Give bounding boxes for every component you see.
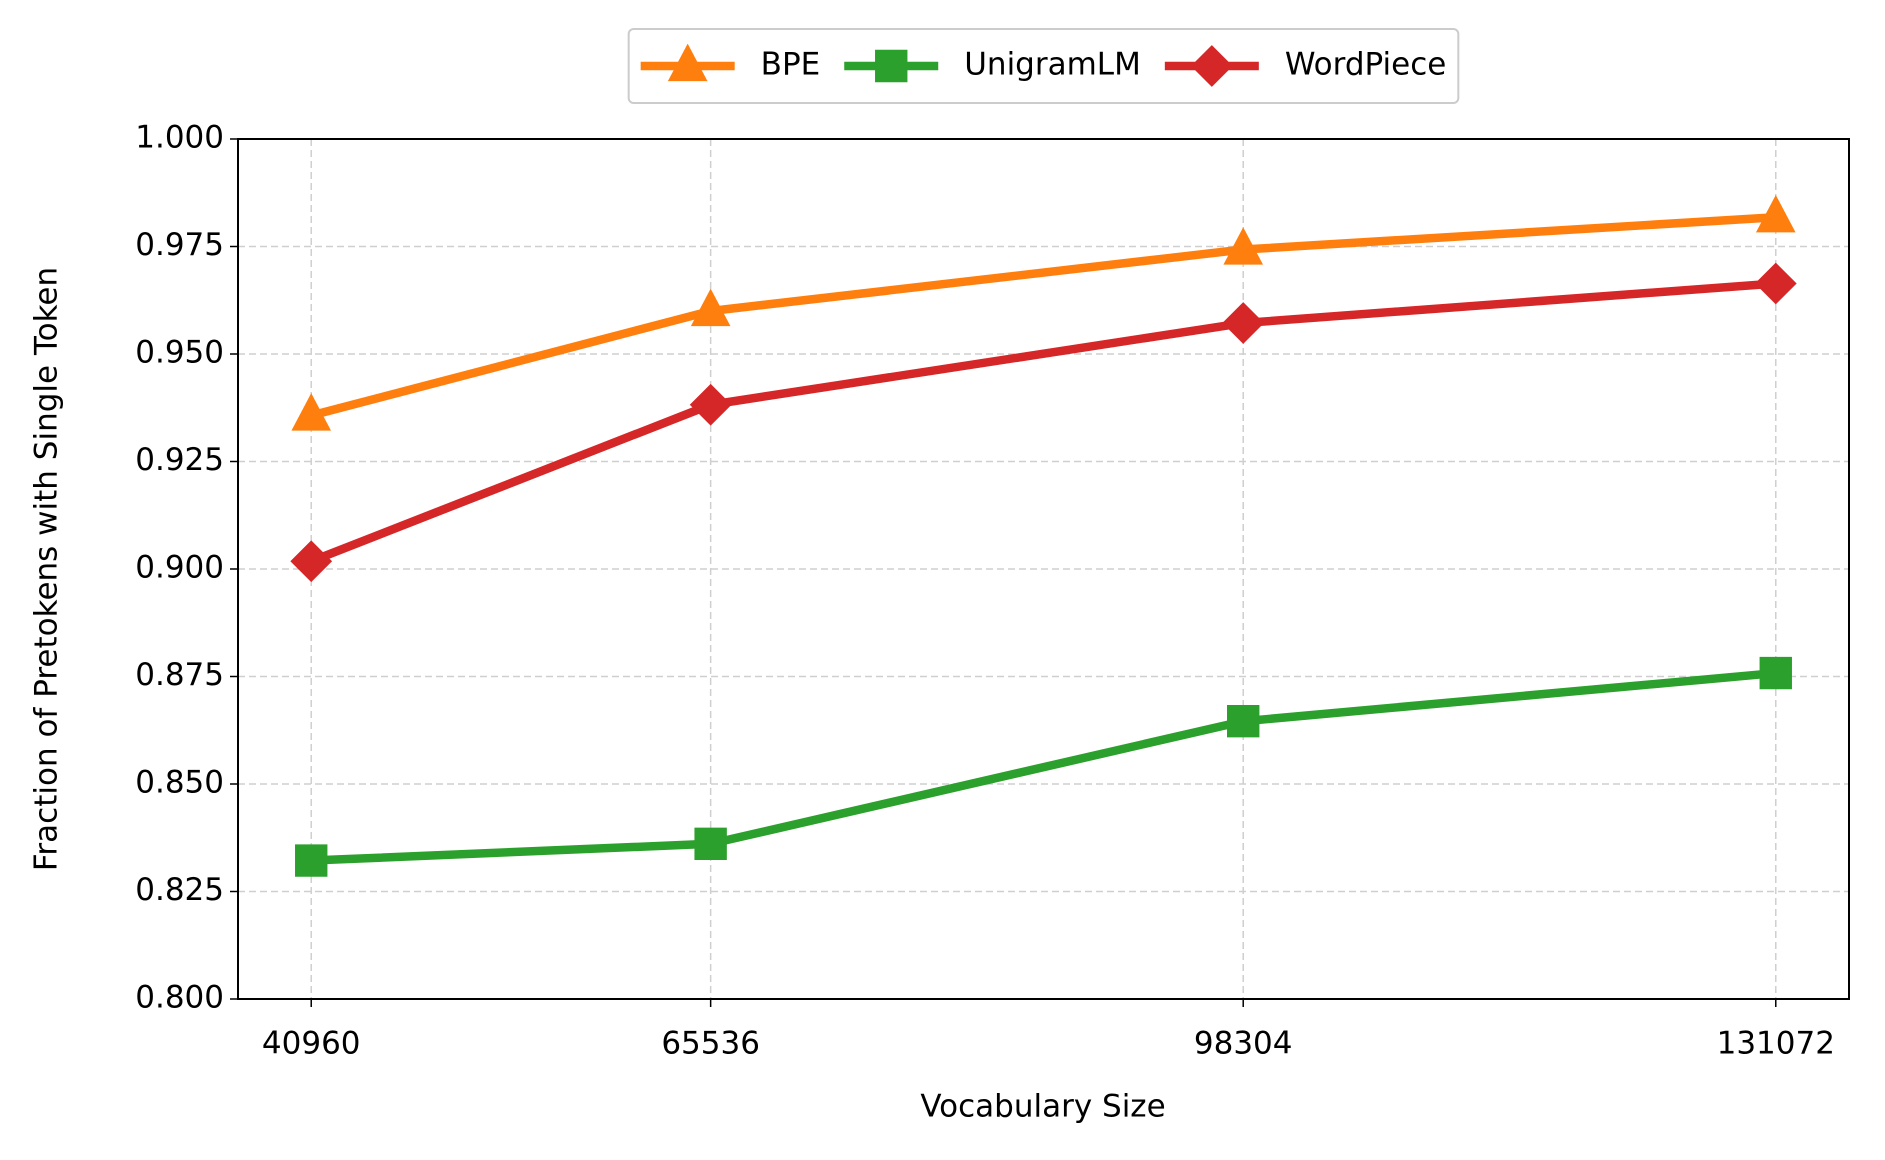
legend-label: WordPiece	[1285, 47, 1447, 83]
y-tick-label: 0.900	[135, 550, 224, 586]
x-tick-label: 65536	[661, 1026, 760, 1062]
legend-label: UnigramLM	[964, 47, 1141, 83]
y-tick-label: 0.975	[135, 227, 224, 263]
marker	[875, 49, 908, 83]
marker	[290, 540, 333, 583]
y-tick-label: 0.850	[135, 765, 224, 801]
x-axis-label: Vocabulary Size	[920, 1089, 1165, 1125]
marker	[1755, 194, 1796, 233]
series-line	[309, 279, 1777, 566]
legend: BPE UnigramLM WordPiece	[627, 28, 1460, 104]
marker	[291, 393, 332, 431]
marker	[295, 844, 328, 877]
x-tick-label: 98304	[1194, 1026, 1293, 1062]
y-tick-label: 0.925	[135, 442, 224, 478]
series-line	[311, 668, 1777, 865]
plot-frame	[237, 138, 1850, 1000]
y-tick-label: 0.875	[135, 657, 224, 693]
marker	[667, 43, 708, 82]
legend-box	[627, 28, 1460, 104]
marker	[1227, 705, 1260, 738]
marker	[1190, 45, 1233, 87]
y-tick-label: 0.825	[135, 872, 224, 908]
marker	[1222, 302, 1265, 344]
legend-label: BPE	[761, 47, 821, 83]
marker	[1754, 262, 1797, 305]
marker	[690, 288, 731, 327]
series-line	[310, 213, 1777, 420]
marker	[694, 827, 727, 860]
y-axis-label: Fraction of Pretokens with Single Token	[29, 267, 65, 871]
y-tick-label: 0.950	[135, 335, 224, 371]
x-tick-label: 40960	[262, 1026, 361, 1062]
marker	[1759, 656, 1792, 690]
y-tick-label: 0.800	[135, 980, 224, 1016]
marker	[1223, 227, 1264, 265]
marker	[689, 383, 732, 426]
x-tick-label: 131072	[1717, 1026, 1835, 1062]
y-tick-label: 1.000	[135, 120, 224, 156]
grid	[238, 138, 1849, 1000]
